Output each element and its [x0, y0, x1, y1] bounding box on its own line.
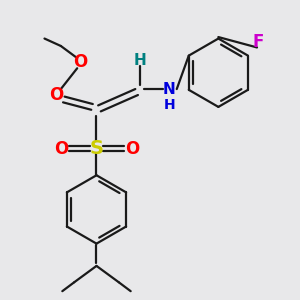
Text: O: O	[73, 53, 87, 71]
Text: O: O	[125, 140, 139, 158]
Text: H: H	[133, 53, 146, 68]
Text: H: H	[164, 98, 175, 112]
Text: N: N	[163, 82, 176, 97]
Text: O: O	[49, 86, 64, 104]
Text: O: O	[54, 140, 68, 158]
Text: S: S	[89, 139, 103, 158]
Text: F: F	[253, 32, 264, 50]
